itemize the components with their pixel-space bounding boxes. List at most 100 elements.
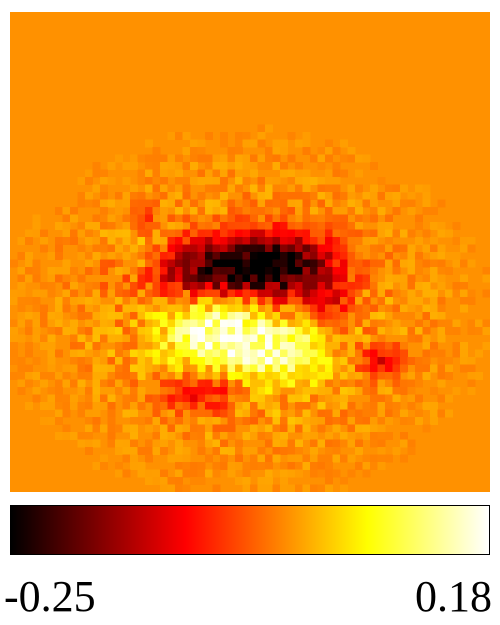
heatmap-cell [197, 147, 206, 155]
heatmap-cell [340, 304, 348, 313]
heatmap-cell [242, 387, 251, 395]
heatmap-cell [242, 177, 251, 185]
heatmap-cell [160, 199, 168, 208]
heatmap-cell [107, 409, 116, 418]
heatmap-cell [152, 282, 161, 290]
heatmap-cell [145, 312, 153, 320]
heatmap-cell [407, 297, 416, 305]
heatmap-cell [77, 409, 86, 418]
heatmap-cell [190, 207, 198, 215]
heatmap-cell [250, 402, 258, 410]
heatmap-cell [437, 222, 446, 230]
heatmap-cell [332, 267, 341, 275]
heatmap-cell [190, 312, 198, 320]
heatmap-cell [265, 462, 273, 470]
heatmap-cell [175, 447, 183, 455]
heatmap-cell [235, 177, 243, 185]
heatmap-cell [332, 222, 341, 230]
heatmap-cell [265, 387, 273, 395]
heatmap-cell [400, 439, 408, 448]
heatmap-cell [317, 222, 326, 230]
heatmap-cell [115, 469, 123, 478]
heatmap-cell [145, 439, 153, 448]
heatmap-cell [227, 372, 236, 380]
heatmap-cell [242, 372, 251, 380]
heatmap-cell [137, 319, 146, 328]
heatmap-cell [325, 462, 333, 470]
heatmap-cell [205, 394, 213, 403]
heatmap-cell [355, 462, 363, 470]
heatmap-cell [280, 364, 288, 373]
heatmap-cell [197, 462, 206, 470]
heatmap-cell [220, 387, 228, 395]
heatmap-cell [115, 199, 123, 208]
heatmap-cell [272, 432, 281, 440]
heatmap-cell [302, 417, 311, 425]
heatmap-cell [212, 372, 221, 380]
heatmap-cell [130, 327, 138, 335]
heatmap-cell [460, 357, 468, 365]
heatmap-cell [310, 319, 318, 328]
heatmap-cell [235, 207, 243, 215]
heatmap-cell [152, 252, 161, 260]
heatmap-cell [295, 327, 303, 335]
heatmap-cell [257, 432, 266, 440]
heatmap-cell [182, 469, 191, 478]
heatmap-cell [272, 402, 281, 410]
heatmap-cell [347, 424, 356, 433]
heatmap-cell [107, 379, 116, 388]
heatmap-cell [32, 274, 41, 283]
heatmap-cell [55, 409, 63, 418]
heatmap-cell [377, 454, 386, 463]
heatmap-cell [332, 469, 341, 478]
heatmap-cell [317, 244, 326, 253]
heatmap-cell [370, 304, 378, 313]
heatmap-cell [317, 357, 326, 365]
heatmap-cell [32, 259, 41, 268]
heatmap-cell [377, 379, 386, 388]
heatmap-cell [175, 177, 183, 185]
heatmap-cell [370, 432, 378, 440]
heatmap-cell [280, 267, 288, 275]
heatmap-cell [385, 327, 393, 335]
heatmap-cell [227, 289, 236, 298]
heatmap-cell [377, 327, 386, 335]
heatmap-cell [175, 282, 183, 290]
heatmap-cell [377, 357, 386, 365]
heatmap-cell [272, 282, 281, 290]
heatmap-cell [362, 192, 371, 200]
heatmap-cell [317, 282, 326, 290]
heatmap-cell [407, 447, 416, 455]
heatmap-cell [272, 417, 281, 425]
heatmap-cell [295, 259, 303, 268]
heatmap-cell [235, 229, 243, 238]
heatmap-cell [250, 162, 258, 170]
heatmap-cell [227, 387, 236, 395]
heatmap-cell [212, 207, 221, 215]
heatmap-cell [460, 244, 468, 253]
heatmap-cell [100, 394, 108, 403]
heatmap-cell [107, 402, 116, 410]
heatmap-cell [242, 214, 251, 223]
heatmap-cell [422, 402, 431, 410]
heatmap-cell [452, 387, 461, 395]
heatmap-cell [287, 304, 296, 313]
heatmap-cell [235, 439, 243, 448]
heatmap-cell [415, 252, 423, 260]
heatmap-cell [295, 289, 303, 298]
heatmap-cell [362, 327, 371, 335]
heatmap-cell [40, 342, 48, 350]
heatmap-cell [347, 372, 356, 380]
heatmap-cell [227, 342, 236, 350]
heatmap-cell [167, 282, 176, 290]
heatmap-cell [295, 229, 303, 238]
heatmap-cell [197, 379, 206, 388]
heatmap-cell [182, 372, 191, 380]
heatmap-cell [242, 462, 251, 470]
heatmap-cell [475, 327, 483, 335]
heatmap-cell [340, 207, 348, 215]
heatmap-cell [85, 349, 93, 358]
heatmap-cell [85, 237, 93, 245]
heatmap-cell [10, 289, 18, 298]
heatmap-cell [160, 214, 168, 223]
